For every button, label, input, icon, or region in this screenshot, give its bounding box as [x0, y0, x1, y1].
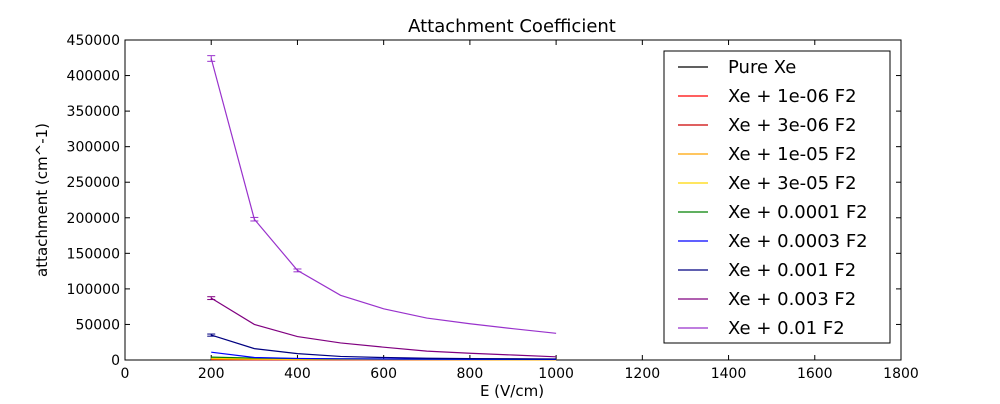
- x-tick-label: 600: [370, 366, 397, 382]
- legend-entry-7: Xe + 0.001 F2: [728, 260, 856, 281]
- x-tick-label: 0: [121, 366, 130, 382]
- x-axis-label: E (V/cm): [480, 382, 544, 400]
- y-tick-label: 100000: [67, 282, 120, 298]
- y-tick-label: 450000: [67, 33, 120, 49]
- y-tick-label: 250000: [67, 175, 120, 191]
- x-tick-label: 400: [284, 366, 311, 382]
- y-tick-label: 400000: [67, 69, 120, 85]
- legend-entry-0: Pure Xe: [728, 57, 796, 78]
- x-tick-label: 800: [457, 366, 484, 382]
- y-tick-label: 300000: [67, 140, 120, 156]
- legend-entry-8: Xe + 0.003 F2: [728, 289, 856, 310]
- x-tick-label: 200: [198, 366, 225, 382]
- y-tick-label: 350000: [67, 104, 120, 120]
- x-tick-label: 1800: [883, 366, 919, 382]
- x-tick-label: 1200: [625, 366, 661, 382]
- legend-entry-2: Xe + 3e-06 F2: [728, 115, 857, 136]
- chart-title: Attachment Coefficient: [408, 16, 616, 37]
- x-tick-label: 1600: [797, 366, 833, 382]
- x-tick-label: 1400: [711, 366, 747, 382]
- x-tick-label: 1000: [538, 366, 574, 382]
- legend-entry-6: Xe + 0.0003 F2: [728, 231, 868, 252]
- y-axis-label: attachment (cm^-1): [33, 123, 51, 277]
- y-tick-label: 50000: [75, 317, 120, 333]
- legend-entry-5: Xe + 0.0001 F2: [728, 202, 868, 223]
- legend-entry-9: Xe + 0.01 F2: [728, 318, 845, 339]
- legend-entry-3: Xe + 1e-05 F2: [728, 144, 857, 165]
- legend-entry-4: Xe + 3e-05 F2: [728, 173, 857, 194]
- y-tick-label: 150000: [67, 246, 120, 262]
- y-tick-label: 200000: [67, 211, 120, 227]
- y-tick-label: 0: [111, 353, 120, 369]
- legend-entry-1: Xe + 1e-06 F2: [728, 86, 857, 107]
